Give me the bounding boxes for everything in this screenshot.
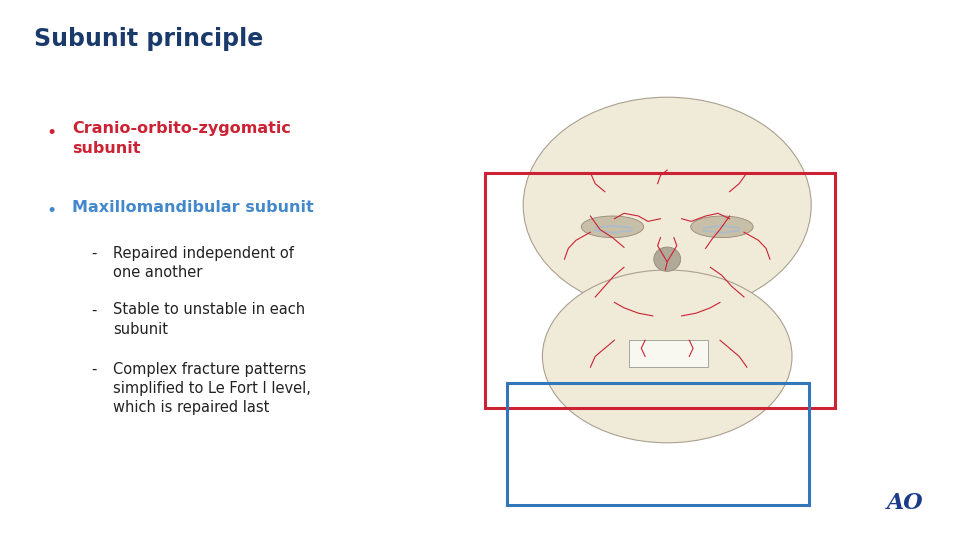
Ellipse shape bbox=[654, 247, 681, 271]
Text: -: - bbox=[91, 302, 97, 318]
Bar bbox=[629, 340, 708, 367]
Text: -: - bbox=[91, 362, 97, 377]
Text: Maxillomandibular subunit: Maxillomandibular subunit bbox=[72, 200, 314, 215]
Text: AO: AO bbox=[887, 492, 924, 514]
Ellipse shape bbox=[523, 97, 811, 313]
Bar bbox=[507, 383, 809, 505]
Text: Subunit principle: Subunit principle bbox=[34, 27, 263, 51]
Text: Complex fracture patterns
simplified to Le Fort I level,
which is repaired last: Complex fracture patterns simplified to … bbox=[113, 362, 311, 415]
Text: Cranio-orbito-zygomatic
subunit: Cranio-orbito-zygomatic subunit bbox=[72, 122, 291, 156]
Text: Stable to unstable in each
subunit: Stable to unstable in each subunit bbox=[113, 302, 305, 336]
Text: -: - bbox=[91, 246, 97, 261]
Bar bbox=[485, 173, 835, 408]
Ellipse shape bbox=[581, 216, 644, 238]
Ellipse shape bbox=[542, 270, 792, 443]
Text: Repaired independent of
one another: Repaired independent of one another bbox=[113, 246, 294, 280]
Text: •: • bbox=[46, 202, 57, 220]
Text: •: • bbox=[46, 124, 57, 142]
Ellipse shape bbox=[690, 216, 753, 238]
